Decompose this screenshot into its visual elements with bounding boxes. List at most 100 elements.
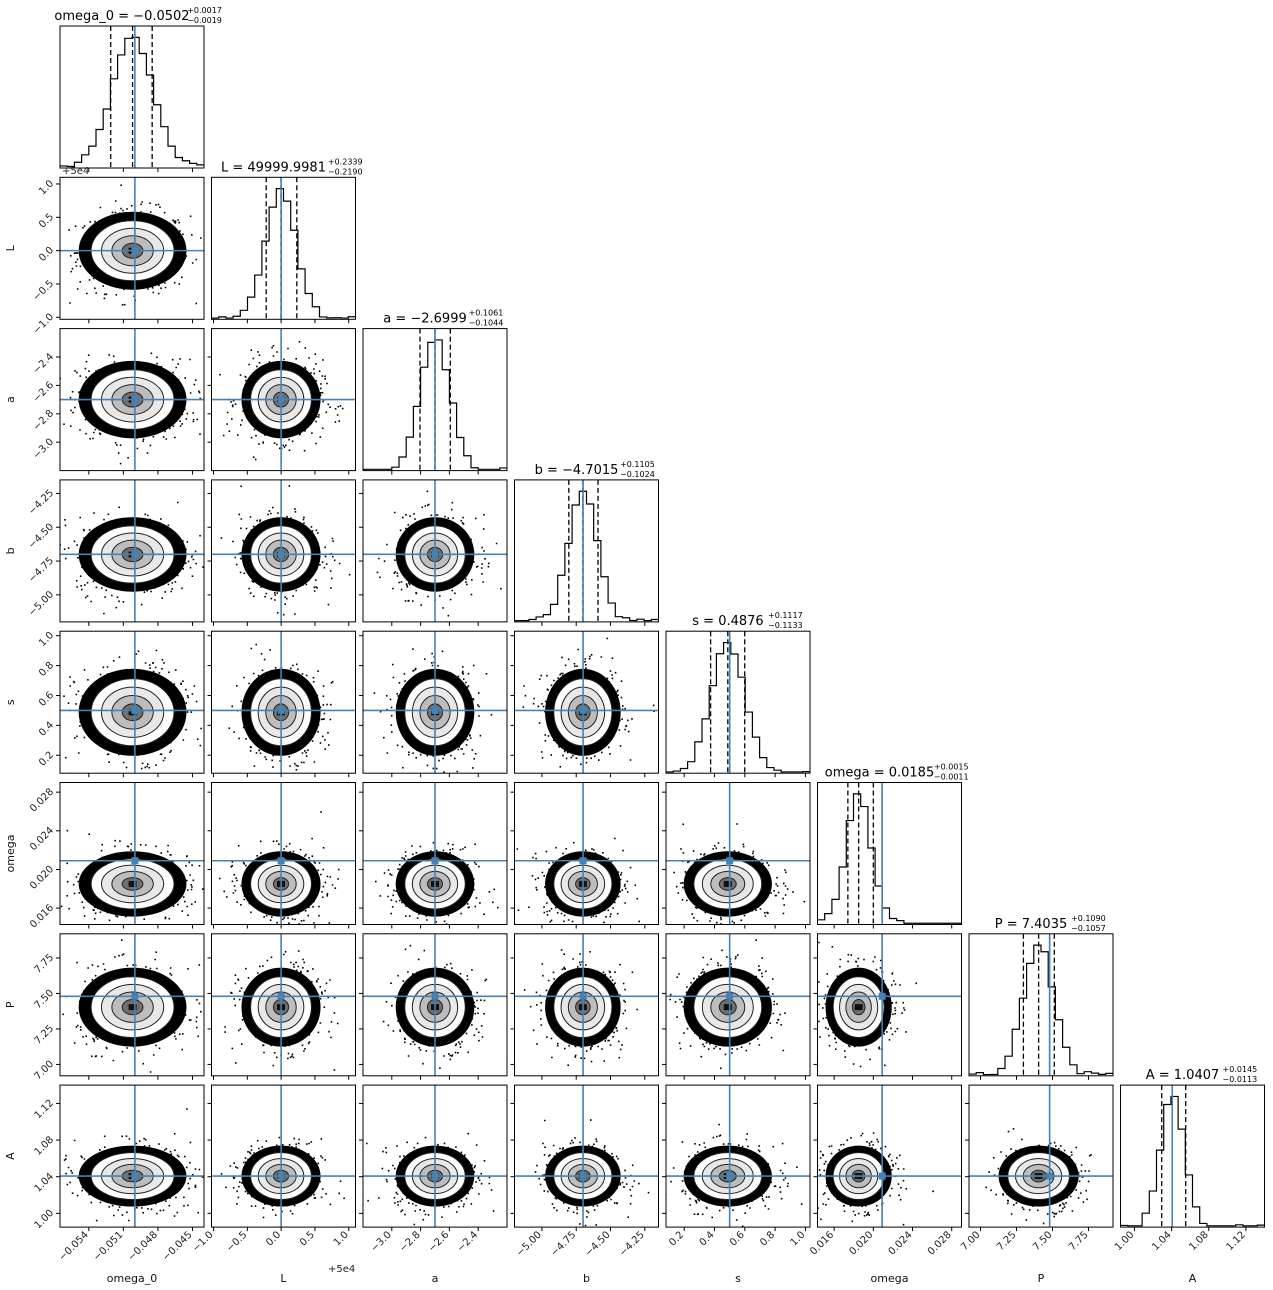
panel-frame bbox=[665, 630, 811, 774]
title-lower-error: −0.0113 bbox=[1223, 1075, 1258, 1084]
panel-frame bbox=[59, 25, 205, 169]
truth-marker bbox=[726, 857, 734, 865]
x-tick-label: 0.020 bbox=[847, 1229, 875, 1257]
hist-omega bbox=[817, 782, 962, 929]
panel-P-vs-omega bbox=[813, 933, 962, 1080]
hist-A: 1.00 1.04 1.08 1.12 bbox=[1113, 1084, 1265, 1253]
density-peak bbox=[128, 880, 137, 887]
y-axis-label: b bbox=[4, 547, 17, 554]
truth-marker bbox=[1046, 1172, 1054, 1180]
x-tick-label: 0.6 bbox=[728, 1229, 747, 1248]
panel-omega-vs-L bbox=[207, 782, 356, 929]
x-axis-label: P bbox=[1038, 1272, 1045, 1285]
y-tick-label: 0.2 bbox=[37, 750, 56, 769]
hist-a bbox=[362, 328, 508, 475]
x-tick-label: −3.0 bbox=[369, 1229, 394, 1254]
panel-frame bbox=[514, 630, 659, 774]
hist-title: omega = 0.0185 bbox=[825, 766, 934, 781]
y-tick-label: −2.8 bbox=[31, 408, 56, 433]
y-tick-label: −1.0 bbox=[31, 312, 56, 337]
panel-omega-vs-a bbox=[359, 782, 508, 929]
x-tick-label: 7.25 bbox=[995, 1229, 1019, 1253]
truth-marker bbox=[131, 396, 139, 404]
x-tick-label: −4.75 bbox=[549, 1229, 578, 1258]
panel-A-vs-omega: 0.016 0.020 0.024 0.028 bbox=[808, 1084, 962, 1257]
title-lower-error: −0.1044 bbox=[469, 319, 504, 328]
x-axis-label: omega_0 bbox=[107, 1272, 157, 1285]
x-tick-label: −0.5 bbox=[224, 1229, 249, 1254]
panel-L-vs-omega_0: −1.0 −0.5 0.0 0.5 1.0 bbox=[31, 176, 205, 337]
x-axis-label: s bbox=[735, 1272, 741, 1285]
sample-points bbox=[669, 939, 810, 1070]
sample-points bbox=[516, 837, 640, 925]
density-peak bbox=[854, 1004, 863, 1011]
x-tick-label: 1.04 bbox=[1150, 1229, 1174, 1253]
x-axis-label: omega bbox=[871, 1272, 909, 1285]
y-tick-label: 1.00 bbox=[33, 1208, 57, 1232]
y-tick-label: −4.50 bbox=[27, 522, 56, 551]
x-tick-label: 7.00 bbox=[959, 1229, 983, 1253]
panel-s-vs-L bbox=[207, 630, 356, 778]
y-tick-label: −2.4 bbox=[31, 351, 56, 376]
y-axis-label: L bbox=[4, 244, 17, 251]
x-axis-label: b bbox=[583, 1272, 590, 1285]
y-axis-label: s bbox=[4, 699, 17, 705]
x-tick-label: −0.054 bbox=[57, 1229, 91, 1263]
x-offset-label: +5e4 bbox=[328, 1264, 355, 1275]
hist-L bbox=[211, 176, 356, 324]
hist-title: A = 1.0407 bbox=[1146, 1068, 1220, 1083]
panel-s-vs-a bbox=[359, 630, 508, 778]
x-axis-label: A bbox=[1189, 1272, 1197, 1285]
x-tick-label: −4.50 bbox=[583, 1229, 612, 1258]
panel-frame bbox=[514, 1084, 659, 1228]
y-axis-label: P bbox=[4, 1001, 17, 1008]
x-tick-label: 7.75 bbox=[1067, 1229, 1091, 1253]
panel-frame bbox=[968, 933, 1114, 1077]
y-tick-label: 7.25 bbox=[33, 1023, 57, 1047]
title-upper-error: +0.0017 bbox=[187, 6, 222, 15]
panel-P-vs-a bbox=[359, 933, 508, 1080]
x-tick-label: −5.00 bbox=[515, 1229, 544, 1258]
panel-P-vs-omega_0: 7.00 7.25 7.50 7.75 bbox=[33, 933, 205, 1082]
title-upper-error: +0.2339 bbox=[328, 157, 363, 166]
y-tick-label: 0.020 bbox=[28, 864, 56, 892]
panel-frame bbox=[362, 782, 508, 925]
truth-marker bbox=[579, 857, 587, 865]
panel-A-vs-s: 0.2 0.4 0.6 0.8 1.0 bbox=[662, 1084, 811, 1248]
density-peak bbox=[723, 880, 732, 887]
panel-frame bbox=[514, 479, 659, 623]
y-tick-label: −5.00 bbox=[27, 589, 56, 618]
hist-title: L = 49999.9981 bbox=[221, 160, 326, 175]
y-tick-label: 1.0 bbox=[37, 630, 56, 649]
x-tick-label: 1.0 bbox=[332, 1229, 351, 1248]
panel-s-vs-omega_0: 0.2 0.4 0.6 0.8 1.0 bbox=[37, 630, 205, 778]
x-tick-label: 0.5 bbox=[298, 1229, 317, 1248]
panel-frame bbox=[59, 1084, 205, 1228]
truth-marker bbox=[431, 550, 439, 558]
panel-b-vs-omega_0: −5.00 −4.75 −4.50 −4.25 bbox=[27, 479, 205, 626]
x-axis-label: L bbox=[280, 1272, 287, 1285]
x-tick-label: −0.048 bbox=[126, 1229, 160, 1263]
y-tick-label: −4.75 bbox=[27, 555, 56, 584]
x-tick-label: 0.024 bbox=[887, 1229, 915, 1257]
panel-A-vs-a: −3.0 −2.8 −2.6 −2.4 bbox=[359, 1084, 508, 1254]
panel-A-vs-b: −5.00 −4.75 −4.50 −4.25 bbox=[510, 1084, 659, 1259]
panel-P-vs-b bbox=[510, 933, 659, 1080]
x-tick-label: −1.0 bbox=[191, 1229, 216, 1254]
title-upper-error: +0.1090 bbox=[1071, 914, 1106, 923]
x-tick-label: 0.028 bbox=[926, 1229, 954, 1257]
title-upper-error: +0.0145 bbox=[1223, 1065, 1258, 1074]
y-offset-label: +5e4 bbox=[62, 166, 89, 177]
density-peak bbox=[723, 1004, 732, 1011]
hist-P bbox=[968, 933, 1114, 1080]
panel-frame bbox=[59, 630, 205, 774]
hist-bar bbox=[211, 188, 356, 319]
x-axis-label: a bbox=[432, 1272, 439, 1285]
hist-title: omega_0 = −0.0502 bbox=[54, 9, 189, 24]
panel-s-vs-b bbox=[510, 630, 659, 778]
x-tick-label: −2.6 bbox=[427, 1229, 452, 1254]
y-tick-label: 0.5 bbox=[37, 212, 56, 231]
sample-points bbox=[366, 1132, 495, 1226]
